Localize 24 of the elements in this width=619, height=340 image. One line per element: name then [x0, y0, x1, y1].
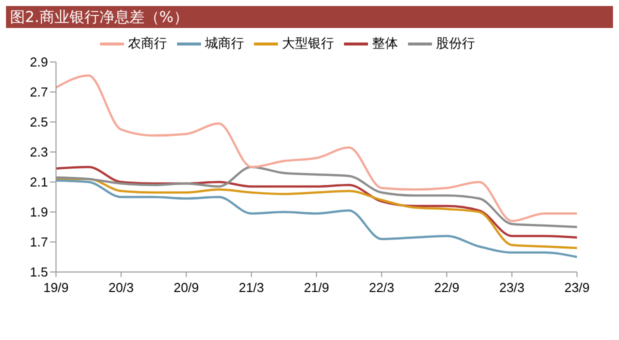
- legend-label: 股份行: [436, 36, 475, 52]
- x-tick-label: 22/3: [368, 280, 394, 295]
- y-tick-label: 2.1: [30, 174, 48, 190]
- x-tick-label: 22/9: [434, 280, 460, 295]
- legend-label: 城商行: [205, 36, 244, 52]
- y-tick-label: 2.3: [30, 144, 48, 160]
- y-tick-label: 1.9: [30, 204, 48, 220]
- line-series: [56, 74, 577, 222]
- x-tick-label: 21/9: [304, 280, 330, 295]
- y-tick-label: 2.5: [30, 114, 48, 130]
- x-tick-label: 20/9: [174, 280, 199, 295]
- x-tick-label: 19/9: [43, 280, 69, 295]
- y-tick-label: 2.7: [30, 84, 48, 100]
- x-tick-label: 21/3: [238, 280, 264, 295]
- x-tick-label: 23/9: [564, 280, 590, 295]
- x-tick-label: 20/3: [108, 280, 134, 295]
- x-tick-label: 23/3: [499, 280, 525, 295]
- legend-label: 大型银行: [282, 36, 334, 52]
- y-tick-label: 2.9: [30, 54, 48, 70]
- legend-label: 农商行: [128, 36, 167, 52]
- legend-label: 整体: [372, 36, 398, 52]
- y-tick-label: 1.5: [30, 264, 48, 280]
- chart-title: 图2.商业银行净息差（%）: [6, 6, 613, 28]
- y-tick-label: 1.7: [30, 234, 48, 250]
